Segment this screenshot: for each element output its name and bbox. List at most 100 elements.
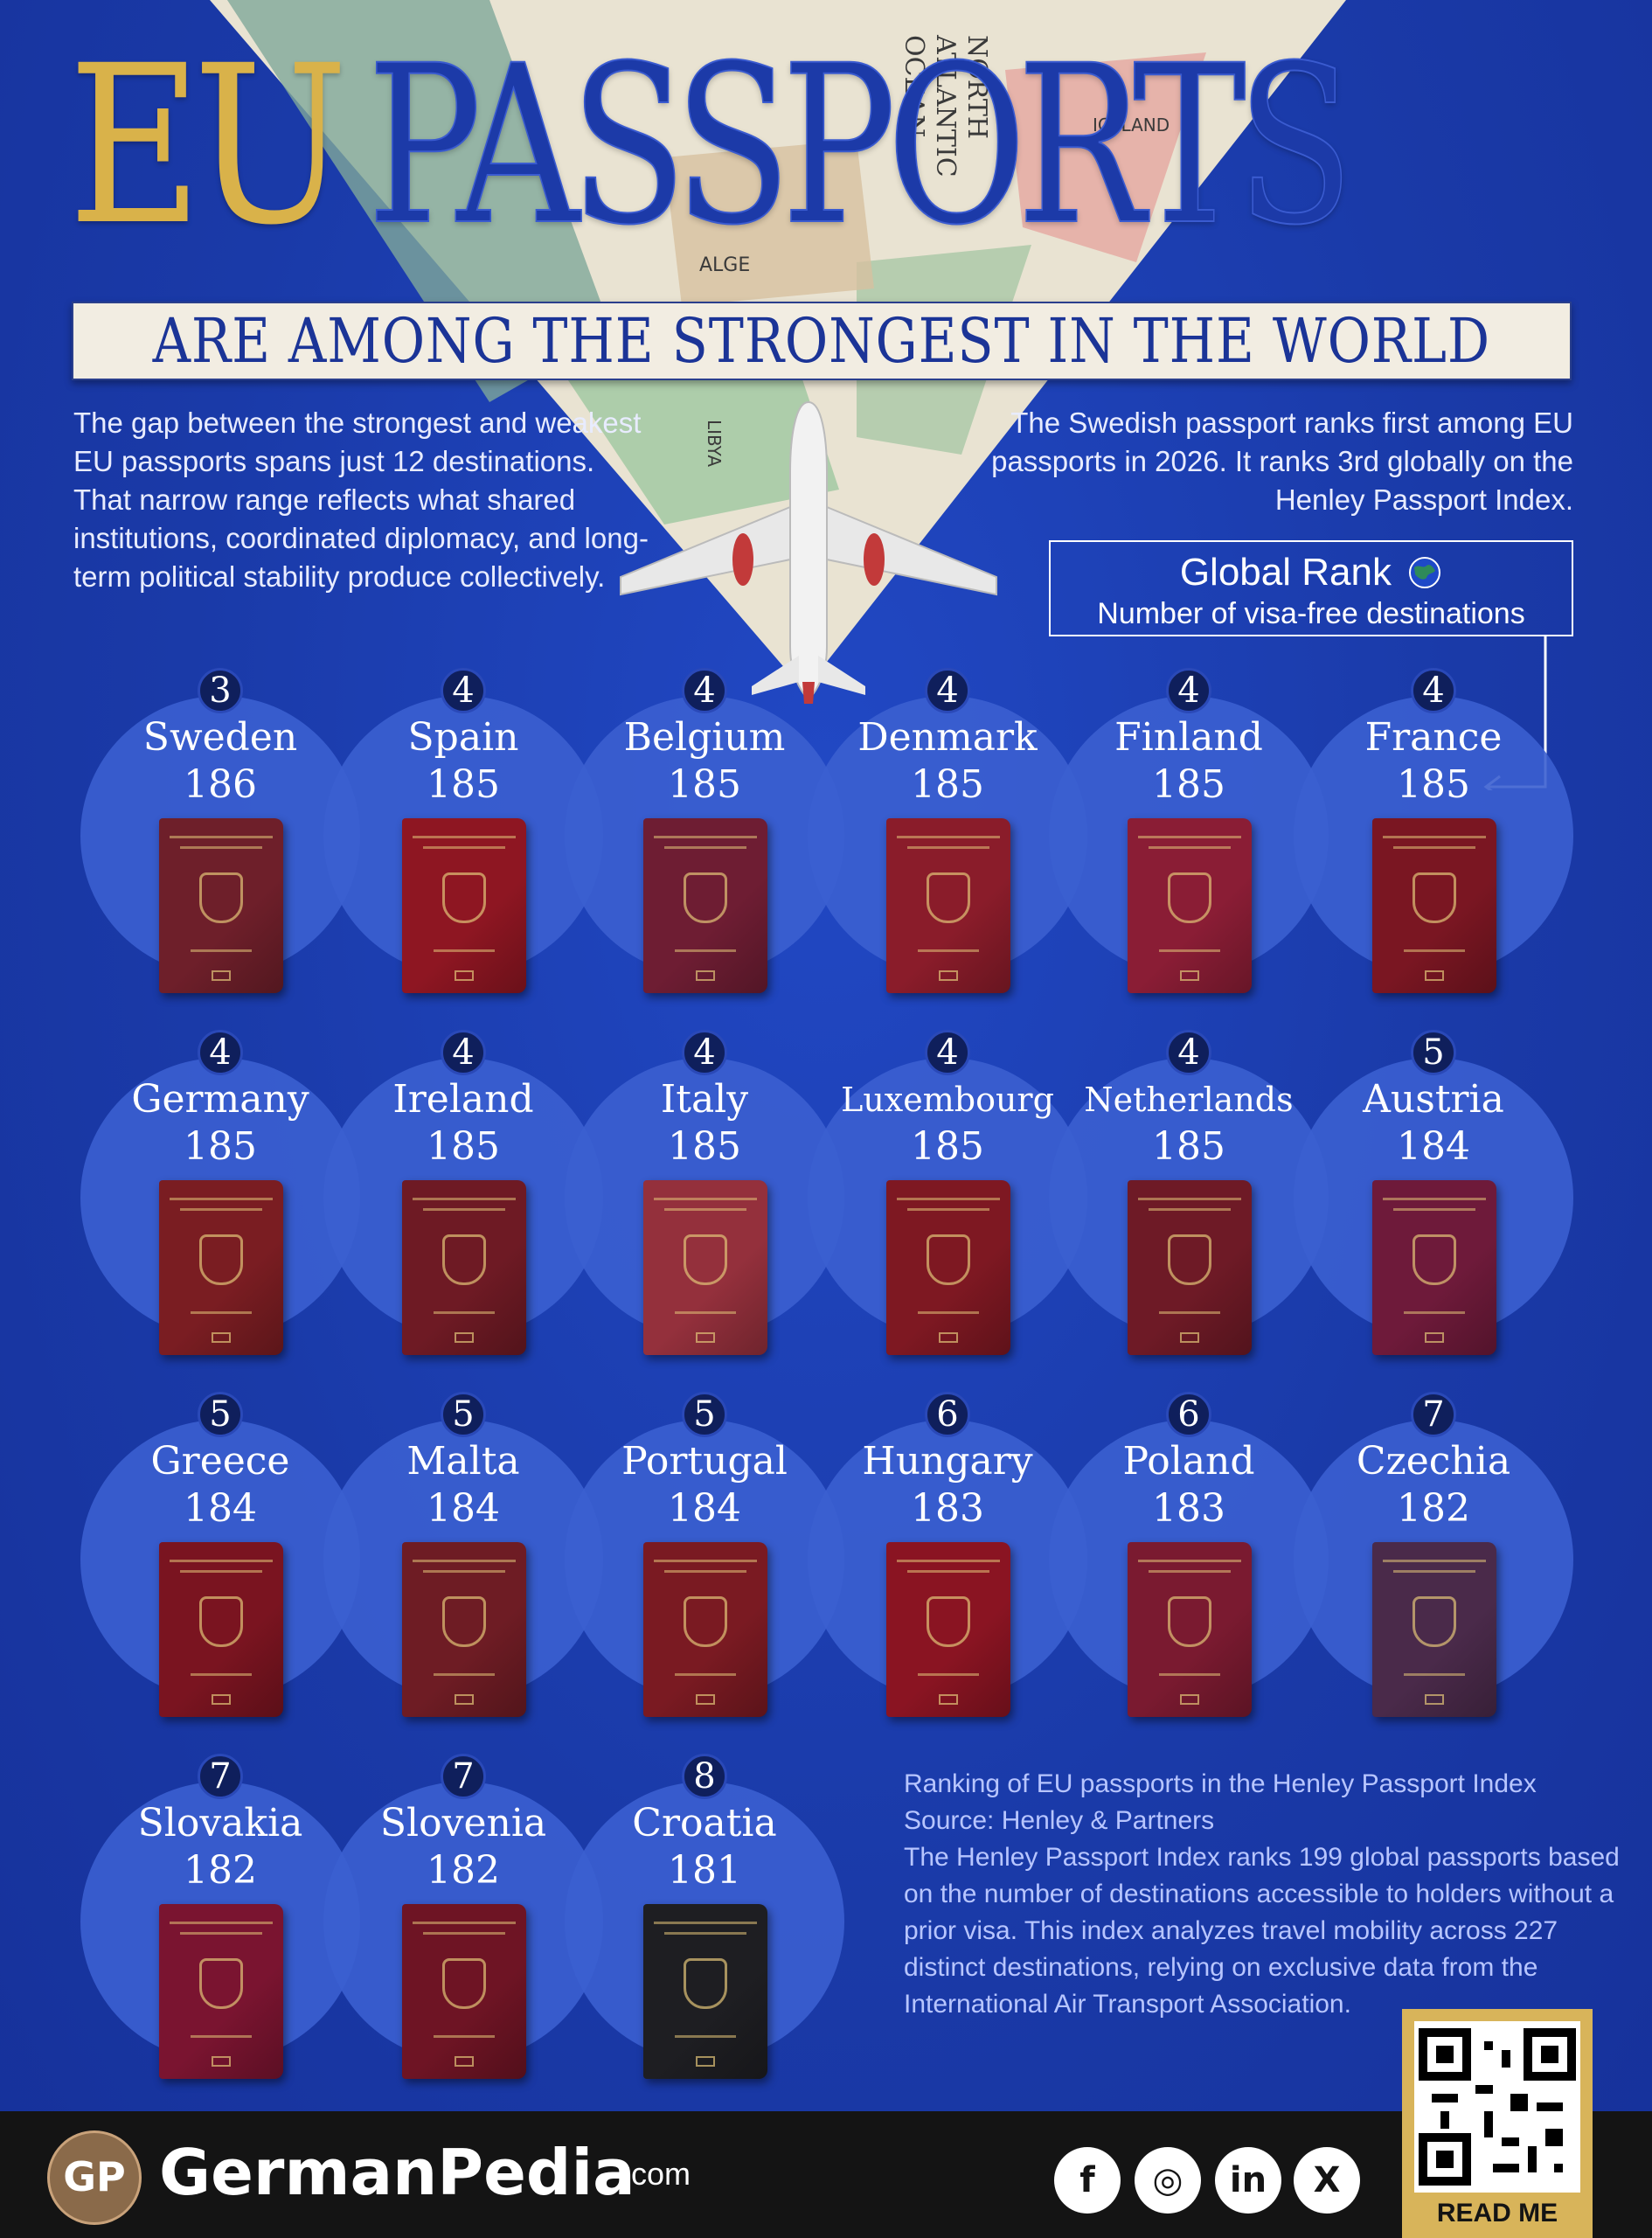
passport-text-line [918,1311,979,1314]
country-card: 5 Austria 184 [1294,1030,1573,1355]
biometric-chip-icon [696,1332,715,1343]
visa-free-destinations: 185 [1397,762,1470,807]
coat-of-arms-icon [442,1596,486,1647]
passport-text-line [675,949,736,952]
title-eu: EU [68,18,348,273]
passport-cover-image [159,1904,283,2079]
country-name: Italy [660,1077,749,1122]
passport-cover-image [402,1904,526,2079]
passport-text-line [897,1560,1000,1562]
passport-text-line [191,949,252,952]
legend-rank: Global Rank [1051,549,1572,596]
passport-text-line [1159,1311,1220,1314]
biometric-chip-icon [1180,1332,1199,1343]
passport-text-line [654,1198,757,1200]
biometric-chip-icon [939,1694,958,1705]
biometric-chip-icon [939,970,958,981]
passport-text-line [654,836,757,838]
passport-text-line [1159,949,1220,952]
visa-free-destinations: 184 [184,1486,257,1531]
passport-text-line [907,1570,989,1573]
passport-cover-image [1128,1180,1252,1355]
global-rank-badge: 8 [682,1754,727,1799]
instagram-icon[interactable]: ◎ [1135,2147,1201,2214]
biometric-chip-icon [1425,1694,1444,1705]
linkedin-icon[interactable]: in [1215,2147,1281,2214]
country-card: 4 Italy 185 [565,1030,844,1355]
passport-text-line [434,949,495,952]
x-icon[interactable]: X [1294,2147,1360,2214]
country-card: 4 Denmark 185 [808,668,1087,993]
country-name: Poland [1122,1439,1255,1484]
passport-text-line [423,846,505,849]
global-rank-badge: 4 [682,1030,727,1075]
globe-icon [1409,557,1441,588]
country-name: Germany [131,1077,309,1122]
visa-free-destinations: 181 [668,1848,741,1893]
passport-cover-image [643,1542,767,1717]
facebook-icon[interactable]: f [1054,2147,1121,2214]
country-name: Luxembourg [841,1081,1054,1119]
coat-of-arms-icon [684,1596,727,1647]
passport-text-line [191,1673,252,1676]
country-name: Czechia [1356,1439,1511,1484]
country-name: Hungary [862,1439,1033,1484]
visa-free-destinations: 185 [427,762,500,807]
country-card: 7 Slovakia 182 [80,1754,360,2079]
visa-free-destinations: 185 [427,1124,500,1169]
visa-free-destinations: 185 [911,1124,984,1169]
passport-text-line [434,1311,495,1314]
visa-free-destinations: 185 [911,762,984,807]
global-rank-badge: 4 [682,668,727,713]
biometric-chip-icon [455,1332,474,1343]
visa-free-destinations: 185 [1152,1124,1225,1169]
global-rank-badge: 5 [441,1392,486,1437]
biometric-chip-icon [1425,1332,1444,1343]
passport-text-line [654,1922,757,1924]
visa-free-destinations: 185 [1152,762,1225,807]
qr-code[interactable] [1414,2021,1580,2193]
global-rank-badge: 7 [198,1754,243,1799]
passport-cover-image [1372,1180,1496,1355]
country-card: 6 Hungary 183 [808,1392,1087,1717]
visa-free-destinations: 182 [427,1848,500,1893]
global-rank-badge: 7 [1411,1392,1456,1437]
coat-of-arms-icon [927,872,970,923]
country-card: 4 Germany 185 [80,1030,360,1355]
passport-cover-image [159,1542,283,1717]
passport-cover-image [402,818,526,993]
qr-code-panel[interactable]: READ ME [1402,2009,1593,2238]
country-card: 3 Sweden 186 [80,668,360,993]
germanpedia-logo[interactable]: GP [47,2130,142,2225]
country-name: Finland [1114,715,1263,760]
passport-text-line [423,1932,505,1935]
visa-free-destinations: 184 [427,1486,500,1531]
country-name: Spain [407,715,519,760]
passport-text-line [654,1560,757,1562]
brand-name[interactable]: GermanPedia [159,2136,635,2209]
visa-free-destinations: 182 [184,1848,257,1893]
qr-code-icon [1419,2028,1576,2186]
country-card: 4 Luxembourg 185 [808,1030,1087,1355]
map-label-north: NORTH [961,35,992,139]
passport-text-line [413,1922,516,1924]
country-card: 4 Finland 185 [1049,668,1329,993]
passport-text-line [1404,949,1465,952]
country-card: 5 Greece 184 [80,1392,360,1717]
passport-text-line [1149,1208,1231,1211]
coat-of-arms-icon [684,1958,727,2009]
qr-read-me-label[interactable]: READ ME [1436,2199,1558,2228]
map-label-libya: LIBYA [704,420,725,467]
passport-text-line [423,1570,505,1573]
passport-text-line [413,1198,516,1200]
coat-of-arms-icon [442,1958,486,2009]
country-name: Greece [150,1439,290,1484]
passport-text-line [191,2035,252,2038]
biometric-chip-icon [212,1332,231,1343]
country-card: 7 Czechia 182 [1294,1392,1573,1717]
global-rank-badge: 4 [198,1030,243,1075]
passport-text-line [897,1198,1000,1200]
passport-text-line [1393,1208,1475,1211]
country-name: Slovenia [379,1801,547,1845]
global-rank-badge: 5 [198,1392,243,1437]
